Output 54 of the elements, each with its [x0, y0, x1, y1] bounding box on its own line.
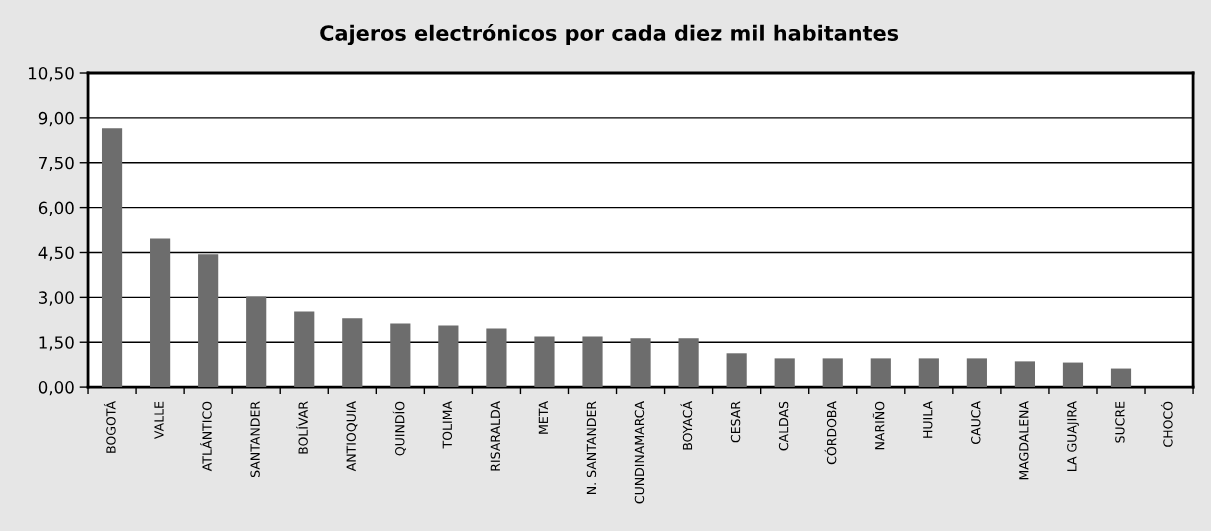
bar [870, 358, 891, 388]
y-tick-label: 10,50 [28, 66, 74, 82]
x-tick-label: BOLÍVAR [296, 401, 308, 454]
bar [678, 338, 699, 388]
y-tick-label: 4,50 [38, 246, 74, 261]
y-tick-label: 3,00 [39, 291, 74, 306]
y-tick-label: 7,50 [39, 156, 74, 172]
y-tick-label: 6,00 [38, 201, 74, 216]
bar [822, 358, 843, 388]
x-tick-label: CHOCÓ [1160, 401, 1173, 447]
x-tick-label: VALLE [154, 401, 164, 440]
bar [774, 358, 795, 388]
x-tick-label: RISARALDA [490, 401, 501, 471]
bar [198, 254, 219, 388]
bar [390, 323, 411, 388]
bar [246, 296, 267, 388]
bar [101, 128, 123, 388]
x-tick-label: ATLÁNTICO [200, 401, 212, 472]
x-tick-label: SUCRE [1115, 401, 1125, 443]
bar [1014, 361, 1036, 388]
x-tick-label: CÓRDOBA [824, 401, 837, 465]
x-tick-label: BOYACÁ [680, 401, 693, 450]
y-tick-label: 0,00 [38, 381, 74, 396]
bar [486, 328, 507, 388]
chart-title: Cajeros electrónicos por cada diez mil habitantes [320, 23, 899, 46]
x-tick-label: META [538, 401, 548, 434]
x-tick-label: MAGDALENA [1019, 401, 1029, 480]
bar [150, 238, 171, 388]
bar [294, 311, 315, 388]
bar [966, 358, 987, 388]
bar [534, 336, 555, 388]
bar [1110, 368, 1132, 388]
x-tick-label: CUNDINAMARCA [634, 401, 645, 504]
x-tick-label: ANTIOQUIA [346, 401, 358, 472]
x-tick-label: CALDAS [778, 401, 789, 451]
x-tick-label: SANTANDER [250, 401, 260, 478]
x-tick-label: CAUCA [971, 401, 981, 444]
bar [582, 336, 603, 388]
bar [630, 338, 651, 388]
bar [726, 353, 747, 388]
y-tick-label: 9,00 [38, 111, 74, 127]
x-tick-label: NARIÑO [872, 401, 885, 450]
x-tick-label: BOGOTÁ [103, 401, 116, 453]
bar [438, 325, 459, 388]
x-tick-label: TOLIMA [442, 401, 452, 449]
bar [342, 318, 363, 388]
x-tick-label: LA GUAJIRA [1067, 401, 1079, 472]
x-tick-label: CESAR [730, 401, 741, 443]
x-tick-label: HUILA [923, 401, 933, 438]
bar [918, 358, 939, 388]
x-tick-label: QUINDÍO [392, 401, 406, 456]
x-tick-label: N. SANTANDER [586, 401, 597, 494]
bar [1062, 362, 1084, 388]
y-tick-label: 1,50 [39, 336, 74, 351]
